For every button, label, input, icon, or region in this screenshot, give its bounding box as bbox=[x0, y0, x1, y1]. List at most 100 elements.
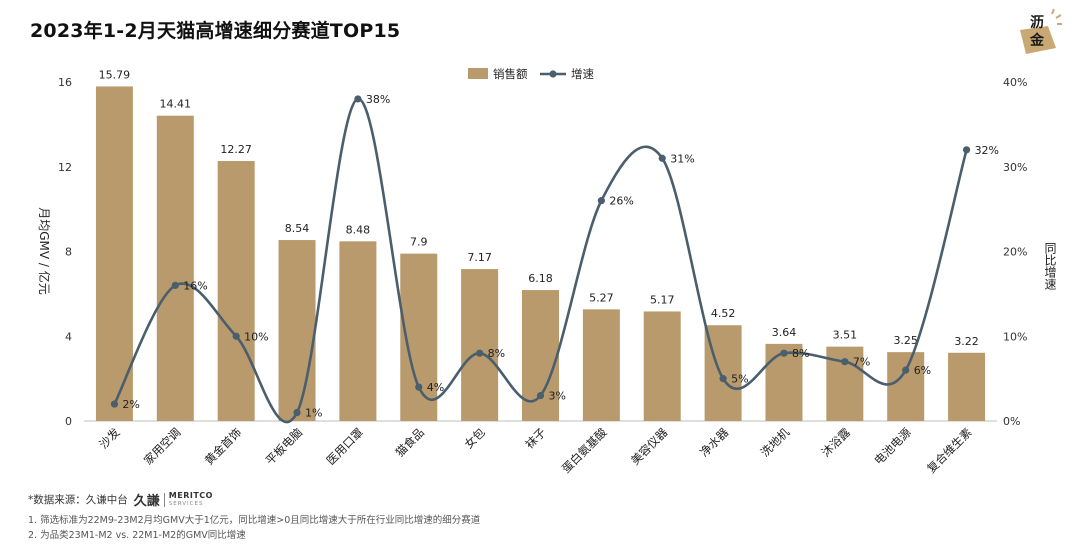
x-tick-label: 净水器 bbox=[697, 425, 732, 460]
bar-value-label: 3.22 bbox=[954, 335, 979, 348]
brand-logo: 沥 金 bbox=[1020, 8, 1062, 54]
legend-marker-growth bbox=[549, 70, 557, 78]
bar-value-label: 3.25 bbox=[893, 334, 918, 347]
growth-point bbox=[719, 375, 727, 383]
growth-value-label: 32% bbox=[975, 144, 999, 157]
growth-value-label: 26% bbox=[609, 195, 633, 208]
growth-point bbox=[780, 349, 788, 357]
growth-point bbox=[171, 281, 179, 289]
growth-point bbox=[110, 400, 119, 408]
x-tick-label: 袜子 bbox=[522, 425, 548, 451]
growth-line bbox=[113, 97, 968, 424]
source-label: *数据来源：久谦中台 bbox=[28, 494, 128, 506]
bar-value-label: 7.17 bbox=[467, 251, 492, 264]
bar bbox=[95, 86, 133, 421]
bar bbox=[643, 311, 681, 421]
legend-swatch-sales bbox=[468, 68, 488, 79]
y2-tick-label: 10% bbox=[1003, 330, 1027, 343]
logo-char-1: 沥 bbox=[1030, 15, 1044, 31]
growth-value-label: 4% bbox=[427, 381, 444, 394]
bar bbox=[156, 115, 194, 422]
source-logo-en-sub: SERVICES bbox=[168, 500, 204, 507]
footnote-2: 2. 为品类23M1-M2 vs. 22M1-M2的GMV同比增速 bbox=[28, 530, 246, 541]
y-tick-label: 4 bbox=[65, 330, 72, 343]
y2-tick-label: 40% bbox=[1003, 76, 1027, 89]
bar bbox=[948, 352, 986, 421]
source-logo-cn: 久謙 bbox=[133, 494, 160, 509]
y2-tick-label: 0% bbox=[1003, 415, 1020, 428]
growth-point bbox=[232, 332, 240, 340]
x-tick-label: 猫食品 bbox=[393, 425, 427, 459]
x-tick-label: 医用口罩 bbox=[324, 425, 366, 467]
growth-value-label: 1% bbox=[305, 407, 322, 420]
footnote-1: 1. 筛选标准为22M9-23M2月均GMV大于1亿元，同比增速>0且同比增速大… bbox=[28, 515, 481, 526]
growth-point bbox=[293, 408, 301, 417]
growth-point bbox=[597, 197, 605, 205]
x-tick-label: 家用空调 bbox=[141, 425, 183, 467]
y-tick-label: 0 bbox=[65, 415, 72, 428]
growth-point bbox=[841, 358, 849, 366]
bar-value-label: 5.27 bbox=[589, 291, 614, 304]
growth-point bbox=[354, 95, 362, 103]
growth-value-label: 6% bbox=[914, 364, 931, 377]
bar bbox=[339, 241, 377, 421]
growth-value-label: 8% bbox=[792, 347, 809, 360]
bar-value-label: 6.18 bbox=[528, 272, 553, 285]
x-tick-label: 沐浴露 bbox=[819, 425, 854, 460]
data-source: *数据来源：久谦中台 久謙 MERITCO SERVICES bbox=[28, 490, 213, 509]
bar-value-label: 8.48 bbox=[346, 223, 371, 236]
x-tick-label: 黄金首饰 bbox=[202, 425, 244, 467]
bar-value-label: 7.9 bbox=[410, 236, 428, 249]
y-axis-label: 月均GMV / 亿元 bbox=[37, 207, 52, 295]
bar-value-label: 3.64 bbox=[772, 326, 797, 339]
bar-value-label: 12.27 bbox=[220, 143, 252, 156]
source-logo-en-block: MERITCO SERVICES bbox=[168, 490, 213, 508]
x-tick-label: 沙发 bbox=[96, 425, 123, 452]
bar-value-label: 8.54 bbox=[285, 222, 310, 235]
bar-value-label: 3.51 bbox=[833, 329, 858, 342]
bar bbox=[461, 269, 499, 421]
bar-value-label: 14.41 bbox=[160, 98, 192, 111]
legend-label-sales: 销售额 bbox=[493, 67, 528, 81]
growth-value-label: 38% bbox=[366, 93, 390, 106]
growth-point bbox=[658, 154, 666, 162]
source-logo: 久謙 MERITCO SERVICES bbox=[134, 490, 213, 509]
growth-value-label: 31% bbox=[670, 152, 694, 165]
y2-tick-label: 30% bbox=[1003, 161, 1027, 174]
bar bbox=[522, 290, 559, 421]
source-logo-divider bbox=[163, 492, 165, 507]
bar bbox=[887, 352, 925, 421]
bar-value-label: 4.52 bbox=[711, 307, 736, 320]
growth-value-label: 16% bbox=[183, 279, 207, 292]
bar-value-label: 5.17 bbox=[650, 293, 675, 306]
growth-point bbox=[902, 366, 910, 374]
x-tick-label: 电池电源 bbox=[871, 425, 914, 468]
bar-value-label: 15.79 bbox=[99, 68, 131, 81]
y-tick-label: 12 bbox=[58, 161, 72, 174]
bar bbox=[582, 309, 620, 421]
page-title: 2023年1-2月天猫高增速细分赛道TOP15 bbox=[30, 20, 401, 42]
x-tick-label: 洗地机 bbox=[758, 425, 793, 460]
legend-label-growth: 增速 bbox=[571, 67, 594, 81]
source-logo-en: MERITCO bbox=[168, 490, 213, 500]
x-tick-label: 女包 bbox=[462, 425, 489, 452]
y2-tick-label: 20% bbox=[1003, 246, 1027, 259]
y-tick-label: 16 bbox=[58, 76, 72, 89]
y-tick-label: 8 bbox=[65, 246, 72, 259]
y2-axis-label: 同比增速 bbox=[1043, 242, 1057, 290]
growth-value-label: 3% bbox=[549, 390, 566, 403]
growth-value-label: 10% bbox=[244, 330, 268, 343]
bar bbox=[217, 161, 255, 422]
growth-point bbox=[415, 383, 423, 391]
growth-value-label: 2% bbox=[122, 398, 139, 411]
growth-value-label: 8% bbox=[488, 347, 505, 360]
logo-char-2: 金 bbox=[1029, 32, 1045, 49]
bar bbox=[278, 240, 316, 421]
growth-point bbox=[962, 146, 971, 154]
x-tick-label: 复合维生素 bbox=[924, 425, 975, 476]
x-tick-label: 美容仪器 bbox=[628, 425, 671, 468]
growth-value-label: 7% bbox=[853, 356, 870, 369]
x-tick-label: 平板电脑 bbox=[263, 425, 305, 467]
x-tick-label: 蛋白氨基酸 bbox=[559, 425, 610, 476]
